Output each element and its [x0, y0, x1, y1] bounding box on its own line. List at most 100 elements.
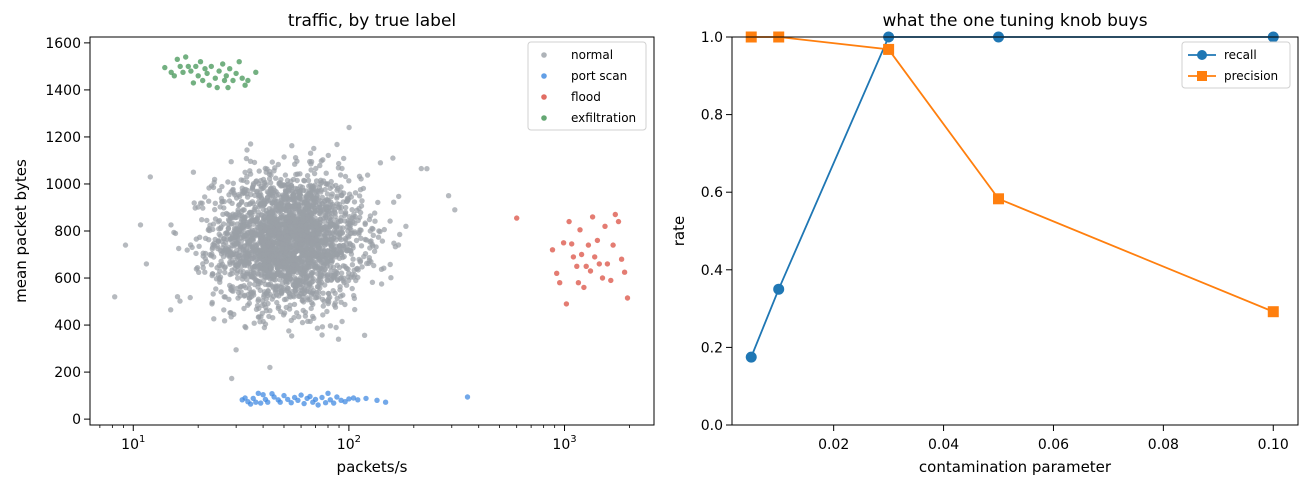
data-point — [278, 182, 285, 188]
right-x-axis-label: contamination parameter — [919, 458, 1112, 476]
data-point — [292, 161, 298, 167]
data-point — [221, 198, 227, 205]
data-point — [372, 210, 378, 216]
data-point — [276, 209, 282, 215]
data-point — [322, 282, 328, 288]
data-point — [596, 261, 602, 267]
data-point — [336, 204, 342, 210]
line-chart-tuning-knob: what the one tuning knob buys 0.02 0.04 0.… — [670, 11, 1299, 476]
data-point — [287, 291, 293, 297]
data-point — [278, 214, 284, 220]
legend-box — [527, 41, 647, 131]
data-point — [316, 294, 322, 300]
data-point — [224, 229, 230, 236]
data-point — [337, 172, 344, 178]
x-tick-label: 0.02 — [818, 437, 849, 453]
data-point — [366, 260, 372, 267]
data-point — [295, 397, 301, 403]
data-point — [202, 269, 208, 275]
data-point — [342, 173, 349, 180]
data-point — [298, 392, 304, 398]
data-point — [223, 245, 229, 251]
data-point — [228, 159, 234, 165]
data-point — [244, 194, 251, 200]
data-point — [312, 199, 318, 206]
data-point — [265, 257, 272, 264]
y-tick-label: 0.2 — [701, 340, 723, 356]
data-point — [216, 217, 223, 224]
data-point — [190, 80, 197, 86]
data-point — [212, 200, 218, 206]
data-point — [308, 251, 314, 258]
data-point — [396, 193, 402, 200]
data-point — [307, 393, 313, 400]
data-point — [268, 264, 274, 270]
data-point — [211, 254, 217, 260]
data-point — [247, 141, 254, 147]
data-point — [264, 195, 271, 201]
data-point — [206, 82, 212, 88]
data-point — [589, 214, 596, 220]
data-point — [281, 154, 287, 160]
data-point — [315, 402, 321, 408]
data-point — [236, 211, 242, 217]
data-point — [346, 396, 352, 402]
data-point — [560, 240, 567, 246]
data-point — [292, 226, 299, 233]
data-point — [318, 179, 325, 186]
left-x-axis-label: packets/s — [337, 458, 408, 476]
x-tick-label: 101 — [121, 434, 145, 453]
data-point — [305, 177, 312, 184]
data-point — [303, 222, 310, 228]
data-point — [356, 193, 363, 199]
data-point — [338, 189, 344, 195]
data-point — [371, 248, 378, 255]
data-point — [229, 375, 235, 382]
data-point — [328, 193, 335, 200]
data-point — [267, 180, 274, 186]
data-point — [225, 225, 232, 231]
data-point — [257, 201, 264, 207]
data-point — [583, 263, 589, 269]
data-point — [265, 399, 271, 405]
series-normal — [112, 124, 458, 382]
data-point — [246, 300, 252, 306]
legend-marker — [541, 115, 547, 121]
y-tick-label: 1000 — [45, 177, 81, 193]
data-point — [271, 258, 277, 264]
data-point — [324, 191, 331, 197]
data-point — [177, 298, 183, 304]
data-point — [351, 211, 357, 217]
data-point — [239, 75, 245, 81]
data-point — [247, 168, 253, 174]
data-point — [338, 293, 344, 299]
data-point — [303, 280, 309, 286]
data-point — [216, 68, 222, 74]
data-point — [343, 198, 350, 204]
data-point — [313, 178, 320, 184]
data-point — [137, 222, 144, 228]
data-point — [243, 285, 249, 291]
x-tick-label: 0.10 — [1258, 437, 1289, 453]
data-point — [196, 243, 202, 249]
data-point — [286, 211, 293, 217]
data-point — [266, 281, 272, 288]
data-point — [248, 273, 254, 280]
data-point — [258, 183, 264, 189]
data-point — [348, 248, 354, 254]
data-point — [197, 234, 203, 240]
data-point — [277, 399, 283, 405]
data-point — [222, 294, 228, 300]
data-point — [1267, 306, 1279, 318]
data-point — [233, 347, 239, 353]
data-point — [262, 247, 268, 253]
data-point — [293, 207, 299, 213]
data-point — [342, 399, 348, 405]
data-point — [260, 392, 266, 398]
legend-label: normal — [571, 48, 613, 62]
data-point — [364, 172, 371, 178]
data-point — [358, 203, 365, 209]
data-point — [297, 183, 304, 190]
data-point — [293, 171, 299, 178]
data-point — [310, 278, 316, 284]
